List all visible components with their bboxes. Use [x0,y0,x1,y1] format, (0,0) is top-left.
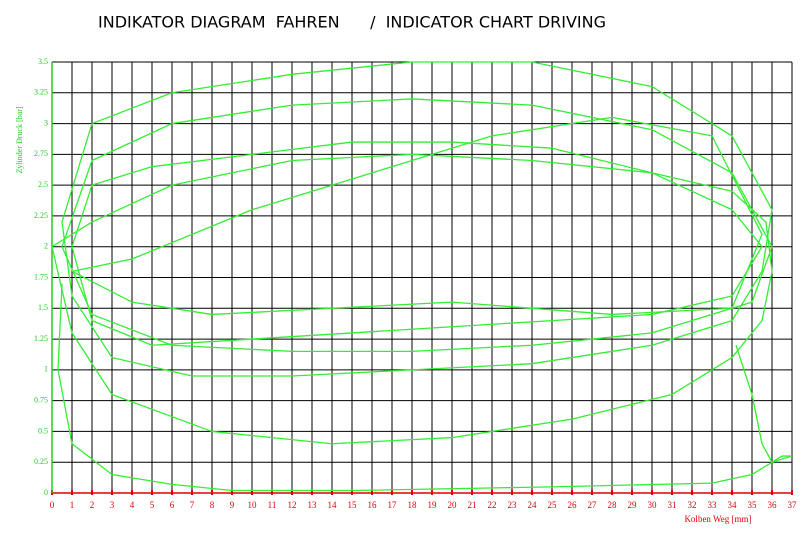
x-tick-label: 5 [150,500,155,510]
x-tick-label: 9 [230,500,235,510]
data-line [51,153,773,445]
data-line [735,345,793,463]
data-line [61,61,773,377]
y-tick-label: 2 [44,242,48,251]
x-tick-label: 31 [668,500,677,510]
x-axis-label: Kolben Weg [mm] [684,514,751,524]
x-tick-label: 25 [548,500,558,510]
x-tick-label: 7 [190,500,195,510]
x-tick-label: 15 [348,500,358,510]
x-tick-label: 10 [248,500,258,510]
x-tick-label: 29 [628,500,638,510]
x-tick-label: 8 [210,500,215,510]
data-line [61,98,773,353]
x-tick-label: 36 [768,500,778,510]
x-tick-label: 27 [588,500,598,510]
x-tick-label: 4 [130,500,135,510]
y-tick-label: 2.25 [34,211,48,220]
x-tick-label: 33 [708,500,718,510]
y-tick-label: 3 [44,118,48,127]
x-tick-label: 1 [70,500,75,510]
y-tick-label: 1.25 [34,334,48,343]
y-tick-label: 3.5 [38,57,48,66]
x-tick-label: 14 [328,500,338,510]
x-tick-label: 16 [368,500,378,510]
chart-title: INDIKATOR DIAGRAM FAHREN / INDICATOR CHA… [98,13,606,32]
x-tick-label: 12 [288,500,297,510]
x-tick-label: 22 [488,500,497,510]
y-tick-label: 0 [44,488,48,497]
x-tick-label: 11 [268,500,277,510]
x-tick-label: 13 [308,500,318,510]
x-tick-label: 32 [688,500,697,510]
data-line [57,283,792,492]
y-tick-label: 2.5 [38,180,48,189]
y-tick-label: 1.5 [38,303,48,312]
x-tick-label: 34 [728,500,738,510]
x-tick-label: 19 [428,500,438,510]
x-tick-label: 30 [648,500,658,510]
y-tick-label: 2.75 [34,149,48,158]
x-tick-label: 17 [388,500,398,510]
data-line [71,141,763,346]
y-tick-label: 0.25 [34,457,48,466]
x-tick-label: 18 [408,500,418,510]
y-tick-label: 3.25 [34,88,48,97]
y-tick-label: 0.75 [34,395,48,404]
data-line [71,116,763,316]
x-tick-label: 23 [508,500,518,510]
x-tick-label: 26 [568,500,578,510]
x-tick-label: 21 [468,500,477,510]
x-tick-label: 6 [170,500,175,510]
y-tick-label: 1 [44,365,48,374]
x-tick-label: 3 [110,500,115,510]
x-tick-label: 20 [448,500,458,510]
x-tick-label: 35 [748,500,758,510]
x-tick-label: 37 [788,500,798,510]
x-tick-label: 24 [528,500,538,510]
x-tick-label: 0 [50,500,55,510]
y-tick-label: 0.5 [38,426,48,435]
y-axis-label: Zylinder Druck [bar] [15,106,24,173]
x-tick-label: 28 [608,500,618,510]
y-tick-label: 1.75 [34,272,48,281]
x-tick-label: 2 [90,500,95,510]
